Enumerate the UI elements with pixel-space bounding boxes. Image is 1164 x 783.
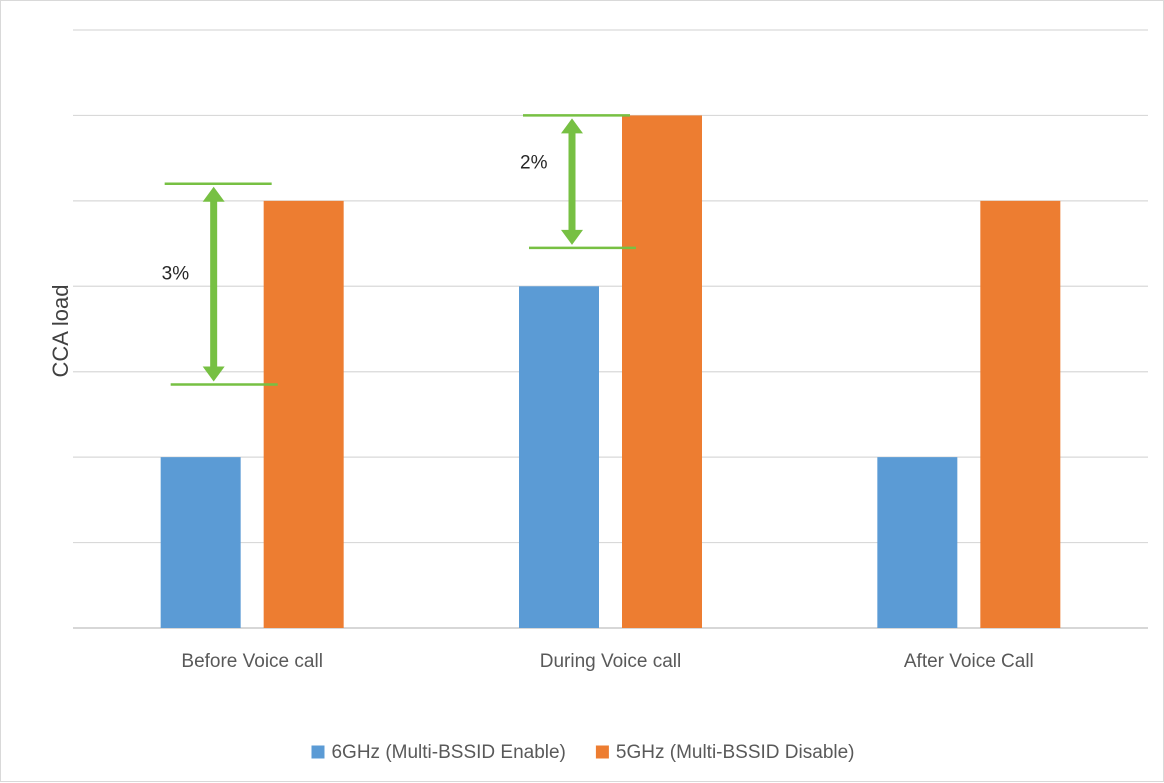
bar-6ghz-2 [877,457,958,628]
legend-swatch [311,745,325,759]
bar-6ghz-1 [519,286,599,628]
legend-label: 5GHz (Multi-BSSID Disable) [616,742,855,763]
arrow-up-icon [202,186,225,202]
x-tick-label: During Voice call [540,651,682,672]
bar-6ghz-0 [160,457,241,628]
bar-5ghz-1 [622,115,702,628]
legend-label: 6GHz (Multi-BSSID Enable) [331,742,565,763]
annotation-label: 2% [520,152,548,173]
arrow-down-icon [202,366,225,382]
legend-item: 5GHz (Multi-BSSID Disable) [595,742,855,763]
gridlines [73,29,1148,629]
legend-swatch [595,745,609,759]
bar-5ghz-0 [263,200,344,628]
legend-item: 6GHz (Multi-BSSID Enable) [311,742,566,763]
x-tick-label: After Voice Call [904,651,1034,672]
bar-5ghz-2 [980,200,1061,628]
category-labels: Before Voice call During Voice call After … [181,651,1033,672]
annotation-label: 3% [162,263,190,284]
x-tick-label: Before Voice call [181,651,323,672]
difference-annotation: 3% [162,182,278,386]
annotations: 3% 2% [162,114,636,386]
arrow-down-icon [561,229,583,245]
y-axis-title: CCA load [48,285,73,378]
arrow-up-icon [561,118,583,134]
difference-annotation: 2% [520,114,636,250]
bars [160,115,1061,628]
legend: 6GHz (Multi-BSSID Enable) 5GHz (Multi-BSS… [311,742,855,763]
